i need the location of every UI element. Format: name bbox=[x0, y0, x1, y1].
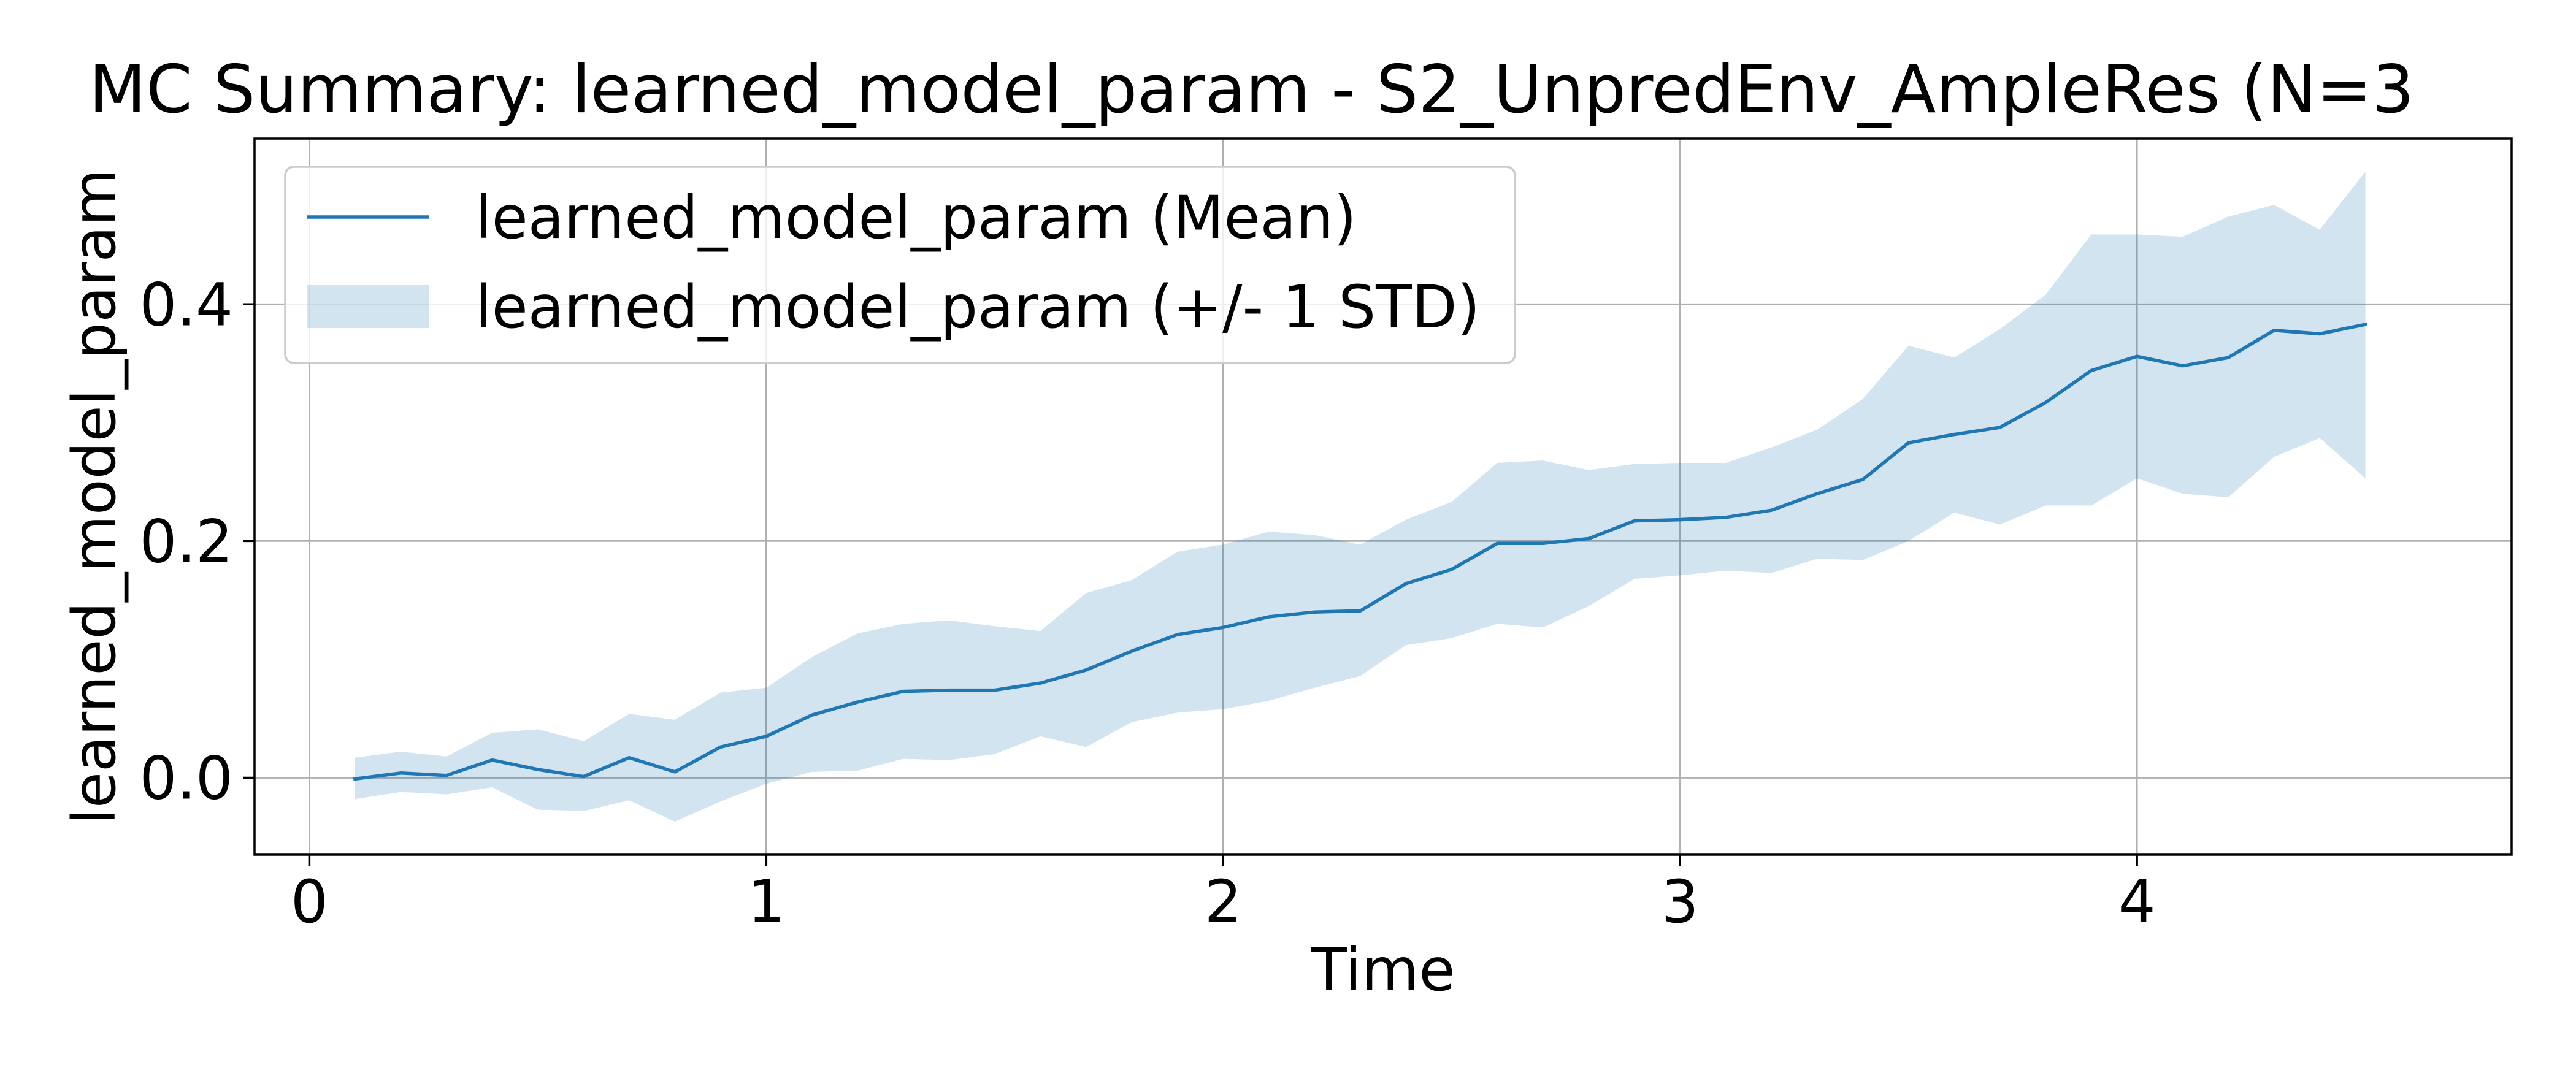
legend-box bbox=[284, 166, 1516, 364]
legend-mean-label: learned_model_param (Mean) bbox=[475, 183, 1357, 252]
mean-line bbox=[353, 322, 2367, 781]
x-tick-label: 4 bbox=[2118, 868, 2156, 936]
x-tick-label: 3 bbox=[1662, 868, 1699, 936]
x-tick-label: 0 bbox=[291, 868, 328, 936]
chart-title: MC Summary: learned_model_param - S2_Unp… bbox=[89, 52, 2414, 128]
y-axis-ticks: 0.0 0.2 0.4 bbox=[139, 270, 255, 813]
x-axis-ticks: 0 1 2 3 4 bbox=[291, 855, 2156, 936]
std-band bbox=[355, 172, 2366, 822]
x-tick-label: 2 bbox=[1205, 868, 1242, 936]
legend-std-label: learned_model_param (+/- 1 STD) bbox=[475, 273, 1480, 342]
y-tick-label: 0.0 bbox=[139, 744, 233, 813]
legend-std-band-swatch bbox=[307, 285, 429, 328]
x-tick-label: 1 bbox=[748, 868, 785, 936]
y-tick-label: 0.2 bbox=[139, 507, 233, 576]
x-axis-label: Time bbox=[1311, 936, 1455, 1004]
plot-frame bbox=[253, 137, 2513, 856]
legend: learned_model_param (Mean) learned_model… bbox=[284, 166, 1516, 364]
y-tick-label: 0.4 bbox=[139, 270, 233, 339]
y-axis-label: learned_model_param bbox=[60, 169, 129, 825]
